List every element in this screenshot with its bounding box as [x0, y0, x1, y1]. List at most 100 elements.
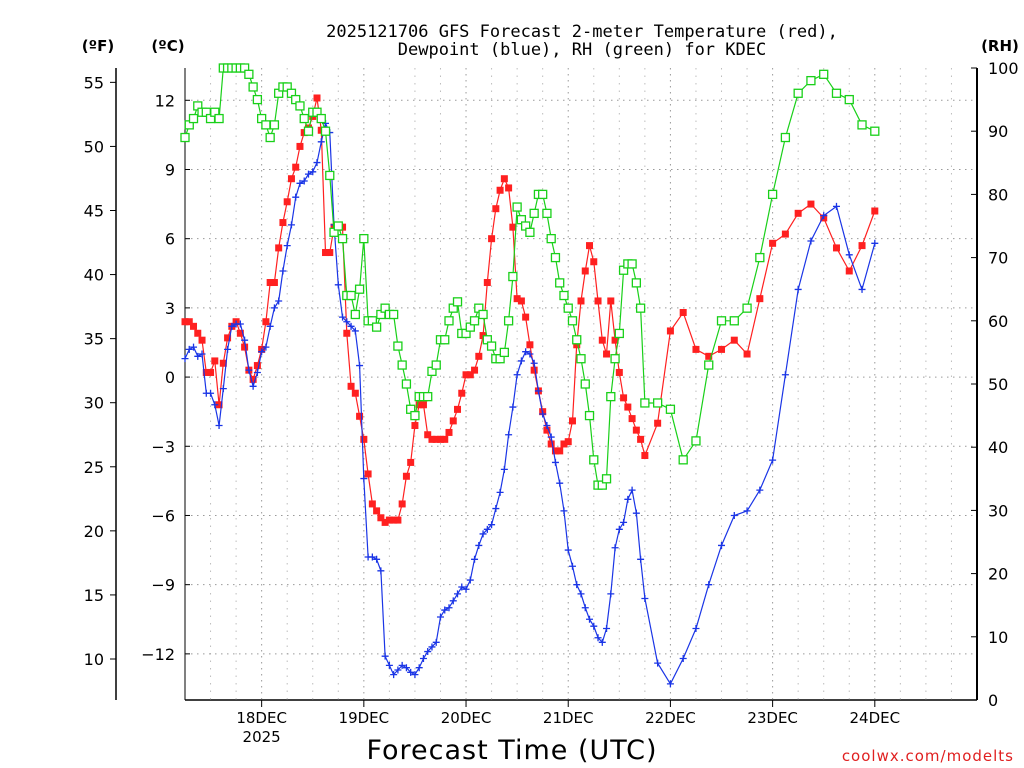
watermark: coolwx.com/modelts: [842, 747, 1014, 765]
series-2-point-15: [244, 69, 254, 79]
rh-tick-label-9: 10: [988, 628, 1008, 647]
series-1-point-101: [611, 544, 619, 552]
rh-tick-label-7: 30: [988, 501, 1008, 520]
series-0-point-82: [530, 366, 538, 374]
series-1-point-76: [505, 431, 513, 439]
series-1-point-11: [228, 322, 236, 330]
series-2-point-51: [397, 360, 407, 370]
series-1-point-74: [496, 488, 504, 496]
series-1-point-118: [769, 456, 777, 464]
series-0-point-9: [219, 359, 227, 367]
rh-tick-label-8: 20: [988, 565, 1008, 584]
series-1-point-68: [471, 555, 479, 563]
series-1-point-96: [590, 622, 598, 630]
x-axis-title: Forecast Time (UTC): [366, 735, 657, 766]
series-1-point-93: [577, 590, 585, 598]
series-0-point-23: [279, 219, 287, 227]
celsius-tick-label-2: 6: [165, 230, 175, 249]
series-0-point-48: [385, 516, 393, 524]
series-1-point-15: [245, 366, 253, 374]
series-1-point-42: [360, 475, 368, 483]
series-2-point-36: [333, 221, 343, 231]
series-1-point-88: [556, 479, 564, 487]
series-0-point-125: [858, 242, 866, 250]
series-0-point-14: [241, 343, 249, 351]
fahrenheit-tick-label-4: 35: [84, 330, 104, 349]
series-2-point-121: [806, 75, 816, 86]
series-0-point-51: [398, 500, 406, 508]
series-2-point-95: [584, 410, 595, 421]
series-2-point-99: [601, 474, 612, 484]
series-0-point-105: [628, 415, 636, 423]
x-tick-label-3: 21DEC: [543, 709, 594, 727]
series-1-point-113: [705, 581, 713, 589]
series-1-point-23: [279, 267, 287, 275]
series-1-point-52: [402, 664, 410, 672]
series-0-point-93: [577, 297, 585, 305]
series-1-point-83: [534, 387, 542, 395]
series-0-point-110: [666, 327, 674, 335]
celsius-tick-label-4: 0: [165, 368, 175, 387]
series-1-point-103: [620, 518, 628, 526]
series-1-point-98: [598, 638, 606, 646]
series-2-point-107: [635, 303, 646, 313]
series-1-point-104: [624, 495, 632, 503]
series-1-point-81: [526, 350, 534, 358]
series-2-point-86: [546, 233, 556, 244]
series-1-point-25: [287, 221, 295, 229]
series-2-point-52: [401, 379, 412, 389]
series-2-point-101: [610, 354, 620, 364]
fahrenheit-tick-label-3: 40: [84, 266, 104, 285]
series-1-point-70: [479, 530, 487, 538]
series-2-point-82: [529, 208, 539, 219]
series-0-point-123: [832, 244, 840, 252]
series-0-point-64: [454, 405, 462, 413]
series-0-point-116: [743, 350, 751, 358]
series-0-point-17: [253, 362, 261, 370]
series-2-point-100: [606, 391, 616, 402]
series-1-point-55: [415, 664, 423, 672]
series-1-point-41: [356, 362, 364, 370]
series-2-point-112: [691, 436, 701, 446]
series-1-point-48: [385, 661, 393, 669]
series-1-point-108: [641, 595, 649, 603]
series-0-point-0: [181, 318, 189, 326]
series-1-point-86: [547, 433, 555, 441]
series-2-point-27: [295, 101, 305, 111]
series-2-point-17: [252, 94, 263, 105]
series-0-point-75: [500, 175, 508, 183]
series-1-point-9: [219, 385, 227, 393]
fahrenheit-tick-label-1: 50: [84, 137, 104, 156]
series-2-point-90: [563, 303, 573, 313]
series-1-point-119: [781, 371, 789, 379]
series-2-point-37: [337, 233, 348, 244]
series-0-point-3: [194, 329, 202, 337]
series-1-point-106: [632, 509, 640, 517]
series-0-point-26: [292, 163, 300, 171]
series-1-point-29: [304, 170, 312, 178]
series-1-point-40: [351, 327, 359, 335]
series-1-point-45: [373, 555, 381, 563]
series-2-point-126: [870, 126, 880, 136]
series-1-point-69: [475, 541, 483, 549]
series-2: [180, 63, 880, 490]
series-0-point-41: [356, 412, 364, 420]
series-1-point-100: [607, 590, 615, 598]
series-2-point-84: [538, 189, 548, 200]
x-tick-label-5: 23DEC: [747, 709, 798, 727]
rh-tick-label-0: 100: [988, 59, 1019, 78]
series-1-point-19: [262, 343, 270, 351]
series-0-point-52: [402, 472, 410, 480]
series-1-point-107: [637, 555, 645, 563]
fahrenheit-tick-label-7: 20: [84, 522, 104, 541]
series-0-point-124: [845, 267, 853, 275]
series-1-point-58: [428, 643, 436, 651]
series-1-point-120: [794, 285, 802, 293]
fahrenheit-tick-label-8: 15: [84, 586, 104, 605]
series-1-point-85: [543, 422, 551, 430]
series-0-point-56: [419, 401, 427, 409]
series-2-point-113: [704, 360, 714, 370]
series-1-point-56: [419, 654, 427, 662]
series-2-point-118: [767, 189, 778, 200]
